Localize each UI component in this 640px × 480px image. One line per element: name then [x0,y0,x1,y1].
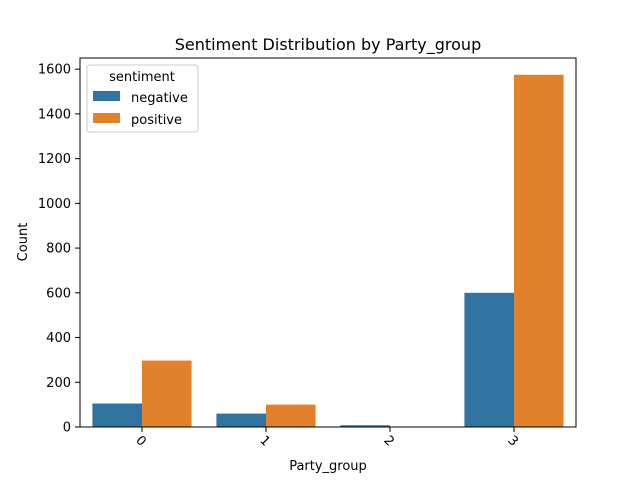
y-axis-ticks: 0 200 400 600 800 1000 1200 1400 1600 [38,63,80,436]
chart-title: Sentiment Distribution by Party_group [175,35,481,55]
legend-label-negative: negative [131,91,188,106]
x-axis-ticks: 0 1 2 3 [132,427,521,450]
bar-negative-2 [340,425,390,427]
bar-positive-3 [514,74,564,427]
legend: sentiment negative positive [86,64,199,133]
legend-swatch-positive [93,113,120,123]
x-tick-label: 2 [380,433,396,449]
bar-negative-1 [216,413,266,427]
y-tick-label: 0 [63,421,71,436]
y-axis-label: Count [16,223,31,262]
plot-frame [79,57,577,428]
bar-positive-1 [266,404,316,427]
x-tick-label: 1 [256,433,272,449]
bar-positive-0 [142,360,192,427]
x-tick-label: 3 [504,433,520,449]
y-tick-label: 400 [46,331,71,346]
y-tick-label: 600 [46,286,71,301]
y-tick-label: 1200 [38,152,71,167]
bar-negative-0 [92,403,142,427]
bar-negative-3 [464,292,514,427]
y-tick-label: 1400 [38,107,71,122]
bars-group [92,74,564,427]
y-tick-label: 1000 [38,197,71,212]
legend-label-positive: positive [131,113,182,128]
y-tick-label: 200 [46,376,71,391]
legend-swatch-negative [93,91,120,101]
legend-title: sentiment [109,70,175,85]
y-tick-label: 800 [46,242,71,257]
x-axis-label: Party_group [289,459,367,474]
x-tick-label: 0 [132,433,148,449]
y-tick-label: 1600 [38,63,71,78]
